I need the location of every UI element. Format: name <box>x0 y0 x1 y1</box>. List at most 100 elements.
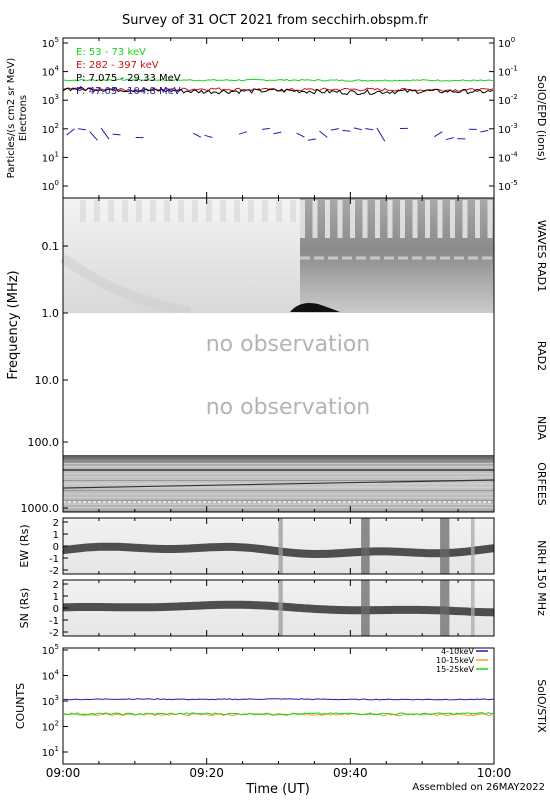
x-tick-label: 10:00 <box>477 766 512 780</box>
epd-legend-entry: P: 7.075 - 29.33 MeV <box>76 73 181 84</box>
epd-left-tick-label: 101 <box>42 150 59 164</box>
rad1-faint-stripe <box>136 200 142 222</box>
epd-right-tick-label: 10-3 <box>498 122 518 136</box>
rad1-stripe <box>437 200 443 238</box>
x-tick-label: 09:00 <box>46 766 81 780</box>
epd-legend-entry: E: 53 - 73 keV <box>76 47 146 58</box>
x-tick-label: 09:40 <box>333 766 368 780</box>
rad1-faint-stripe <box>220 200 226 222</box>
rad1-faint-stripe <box>248 200 254 222</box>
nrh-tick-label: -2 <box>49 628 59 639</box>
stix-tick-label: 101 <box>42 745 59 759</box>
freq-tick-label: 100.0 <box>28 436 60 449</box>
nrh-burst-bar <box>440 518 450 574</box>
orfees-right-label: ORFEES <box>535 462 548 506</box>
rad1-stripe <box>450 200 455 238</box>
epd-left-tick-label: 103 <box>42 93 59 107</box>
rad1-faint-drift <box>60 253 191 317</box>
stix-left-label: COUNTS <box>14 683 27 729</box>
orfees-drift-line <box>62 479 495 489</box>
stix-legend-entry: 4-10keV <box>441 647 474 656</box>
rad2-nda-region: no observation no observation RAD2 NDA <box>63 313 548 455</box>
x-tick-label: 09:20 <box>189 766 224 780</box>
nrh-tick-label: 0 <box>53 604 59 615</box>
rad1-stripe <box>362 200 368 238</box>
rad1-stripe <box>412 200 418 238</box>
stix-series-line <box>62 712 495 716</box>
stix-tick-label: 103 <box>42 694 59 708</box>
rad1-faint-stripe <box>80 200 86 222</box>
rad1-faint-stripe <box>178 200 184 222</box>
epd-legend-entry: E: 282 - 397 keV <box>76 60 159 71</box>
epd-panel: 105 104 103 102 101 100 100 10-1 10-2 10-3 10-4 10-… <box>6 36 548 199</box>
nrh-tick-label: -2 <box>49 566 59 577</box>
rad1-stripe <box>387 200 393 238</box>
nrh-burst-bar <box>440 580 450 636</box>
rad1-faint-stripe <box>150 200 156 222</box>
rad1-stripe <box>475 200 480 238</box>
nrh-ew-panel: 210-1-2 EW (Rs) <box>18 517 495 577</box>
epd-right-tick-label: 10-2 <box>498 93 518 107</box>
rad2-right-label: RAD2 <box>535 341 548 371</box>
chart-title: Survey of 31 OCT 2021 from secchirh.obsp… <box>122 13 429 28</box>
nrh-burst-bar <box>278 518 283 574</box>
rad1-faint-stripe <box>164 200 170 222</box>
stix-series-line <box>62 698 494 701</box>
nrh-tick-label: 2 <box>53 580 59 591</box>
stix-legend-entry: 15-25keV <box>436 665 475 674</box>
freq-tick-label: 0.1 <box>42 240 60 253</box>
rad1-stripe <box>400 200 405 238</box>
epd-right-label: SolO/EPD (ions) <box>535 75 548 161</box>
rad1-faint-stripe <box>94 200 100 222</box>
nrh-tick-label: 1 <box>53 530 59 541</box>
nrh-burst-bar <box>471 580 475 636</box>
nrh-sn-label: SN (Rs) <box>18 588 31 629</box>
epd-series-line <box>66 127 489 142</box>
epd-left-tick-label: 102 <box>42 122 59 136</box>
rad1-stripe <box>325 200 330 238</box>
nrh-tick-label: -1 <box>49 616 59 627</box>
epd-series-line <box>62 78 494 82</box>
epd-left-tick-label: 100 <box>42 179 59 193</box>
assembled-footer: Assembled on 26MAY2022 <box>412 782 545 793</box>
epd-legend-entry: P: 47.05 - 104.8 MeV <box>76 86 181 97</box>
rad1-right-label: WAVES RAD1 <box>535 220 548 292</box>
epd-left-tick-label: 105 <box>42 36 59 50</box>
stix-legend-entry: 10-15keV <box>436 656 475 665</box>
rad1-faint-stripe <box>108 200 114 222</box>
epd-left-label-1: Particles/(s cm2 sr MeV) <box>6 58 17 179</box>
rad1-stripe <box>375 200 380 238</box>
nrh-right-label: NRH 150 MHz <box>535 540 548 616</box>
rad1-stripe <box>312 200 318 238</box>
rad1-faint-stripe <box>262 200 268 222</box>
stix-tick-label: 105 <box>42 643 59 657</box>
rad1-faint-stripe <box>234 200 240 222</box>
rad1-stripe <box>462 200 468 238</box>
nrh-burst-bar <box>361 580 370 636</box>
nrh-burst-bar <box>361 518 370 574</box>
epd-right-tick-label: 100 <box>498 36 515 50</box>
rad1-stripe <box>425 200 430 238</box>
nrh-tick-label: 2 <box>53 518 59 529</box>
nrh-burst-bar <box>278 580 283 636</box>
epd-right-tick-label: 10-4 <box>498 150 518 164</box>
epd-right-tick-label: 10-5 <box>498 179 518 193</box>
rad2-no-observation: no observation <box>206 332 371 357</box>
rad1-faint-stripe <box>192 200 198 222</box>
nrh-tick-label: 0 <box>53 542 59 553</box>
freq-tick-label: 1000.0 <box>21 502 60 515</box>
orfees-panel: ORFEES <box>62 455 548 512</box>
nrh-burst-bar <box>471 518 475 574</box>
frequency-axis-label: Frequency (MHz) <box>6 270 21 379</box>
rad1-stripe <box>337 200 343 238</box>
stix-tick-label: 102 <box>42 720 59 734</box>
rad1-faint-stripe <box>206 200 212 222</box>
rad1-panel: WAVES RAD1 <box>60 198 548 317</box>
x-axis-label: Time (UT) <box>245 782 310 797</box>
nrh-tick-label: -1 <box>49 554 59 565</box>
epd-left-label-2: Electrons <box>18 95 29 141</box>
freq-tick-label: 1.0 <box>42 307 60 320</box>
epd-right-tick-label: 10-1 <box>498 65 518 79</box>
